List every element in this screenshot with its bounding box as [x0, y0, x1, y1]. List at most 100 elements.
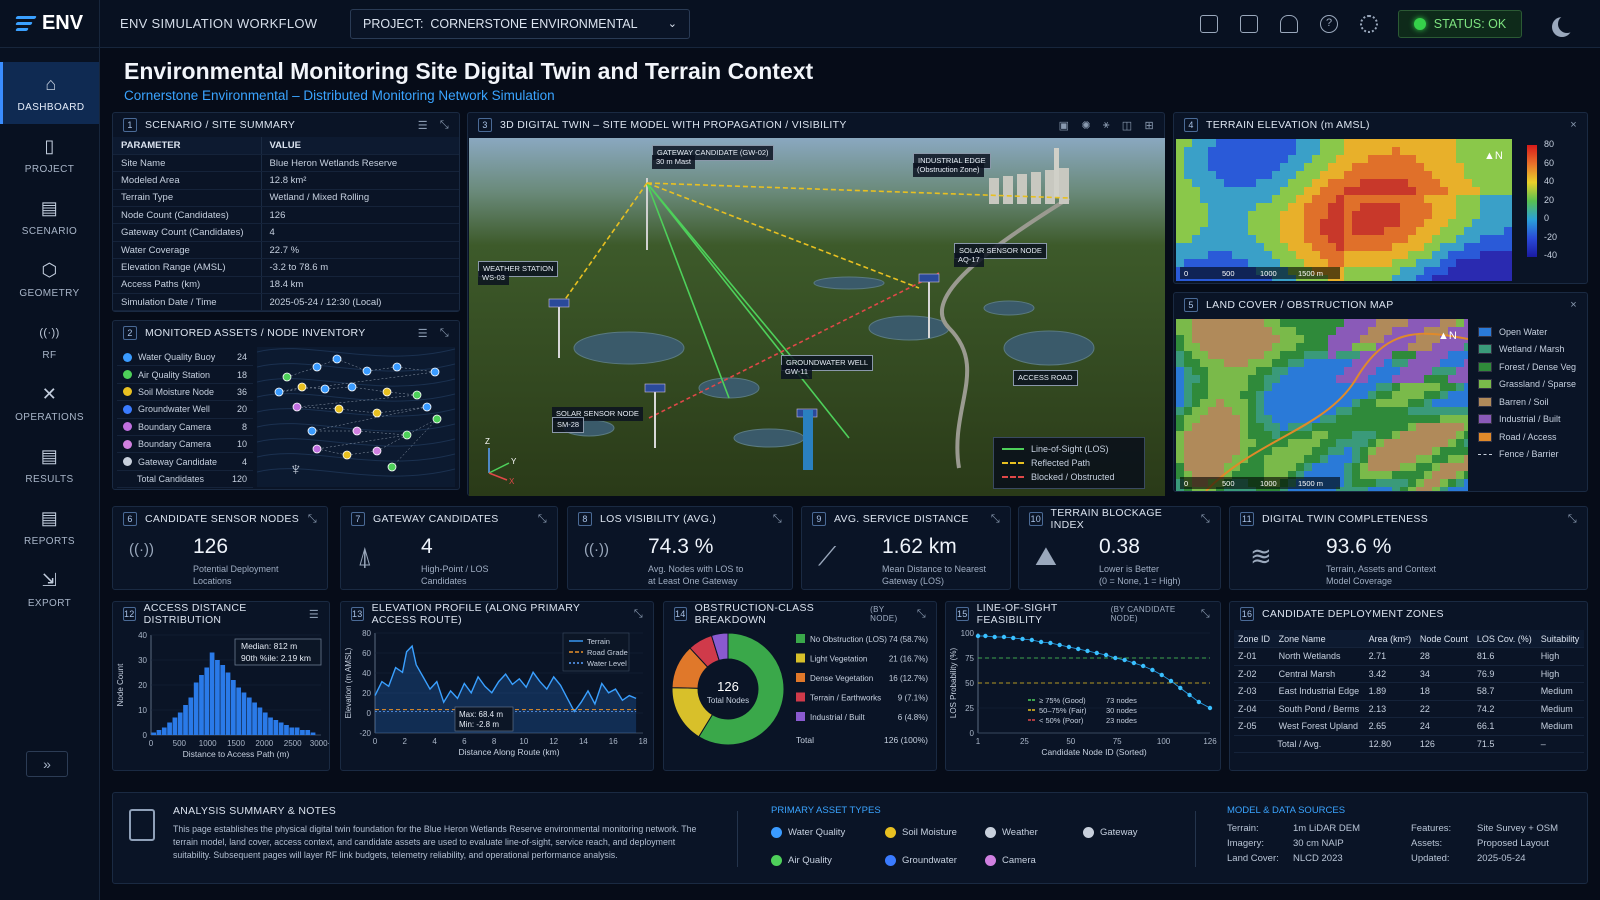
- los-point[interactable]: [1159, 672, 1164, 678]
- histogram-bar[interactable]: [183, 705, 188, 735]
- los-point[interactable]: [1048, 640, 1053, 646]
- sidebar-item-scenario[interactable]: ▤ SCENARIO: [0, 186, 99, 248]
- sidebar-item-operations[interactable]: ✕ OPERATIONS: [0, 372, 99, 434]
- folder-icon[interactable]: [1200, 14, 1218, 33]
- sidebar-item-export[interactable]: ⇲ EXPORT: [0, 558, 99, 620]
- list-icon[interactable]: ☰: [417, 327, 428, 340]
- los-point[interactable]: [1122, 657, 1127, 663]
- expand-icon[interactable]: ⤡: [916, 607, 926, 620]
- collapse-sidebar-button[interactable]: »: [26, 751, 68, 777]
- asset-map[interactable]: ♆: [257, 347, 455, 487]
- table-row[interactable]: Z-02 Central Marsh 3.42 34 76.9 High: [1234, 665, 1584, 683]
- donut-slice[interactable]: [698, 632, 785, 746]
- histogram-bar[interactable]: [199, 675, 204, 735]
- histogram-bar[interactable]: [230, 680, 236, 735]
- los-point[interactable]: [1131, 660, 1137, 666]
- land-cover-map[interactable]: ▲N0 500 1000 1500 m: [1176, 319, 1468, 491]
- bell-icon[interactable]: [1280, 14, 1298, 33]
- histogram-bar[interactable]: [172, 717, 178, 736]
- save-icon[interactable]: [1240, 14, 1258, 33]
- asset-marker[interactable]: [382, 387, 392, 397]
- histogram-bar[interactable]: [284, 725, 289, 735]
- asset-marker[interactable]: [352, 426, 362, 436]
- app-logo[interactable]: ENV: [0, 0, 100, 48]
- asset-marker[interactable]: [312, 362, 322, 372]
- los-point[interactable]: [1011, 635, 1016, 641]
- histogram-bar[interactable]: [289, 727, 295, 736]
- map-callout[interactable]: AQ-17: [954, 253, 984, 267]
- histogram-bar[interactable]: [220, 665, 226, 735]
- list-icon[interactable]: ☰: [417, 119, 428, 132]
- sidebar-item-dashboard[interactable]: ⌂ DASHBOARD: [0, 62, 99, 124]
- los-point[interactable]: [1076, 646, 1081, 652]
- expand-icon[interactable]: ⤡: [772, 512, 782, 525]
- los-point[interactable]: [975, 633, 981, 639]
- los-point[interactable]: [1178, 685, 1183, 691]
- histogram-bar[interactable]: [294, 727, 300, 736]
- list-item[interactable]: Groundwater Well 20: [117, 401, 253, 419]
- histogram-bar[interactable]: [161, 727, 167, 736]
- los-point[interactable]: [1168, 678, 1174, 684]
- expand-icon[interactable]: ⤡: [439, 118, 449, 131]
- expand-icon[interactable]: ⤡: [990, 512, 1000, 525]
- los-point[interactable]: [1001, 634, 1007, 640]
- asset-marker[interactable]: [432, 414, 442, 424]
- histogram-bar[interactable]: [273, 720, 279, 735]
- node-icon[interactable]: ⚹: [1102, 118, 1110, 131]
- expand-icon[interactable]: ⤡: [307, 512, 317, 525]
- expand-icon[interactable]: ⤡: [439, 326, 449, 339]
- histogram-bar[interactable]: [241, 692, 247, 736]
- asset-marker[interactable]: [412, 390, 422, 400]
- los-point[interactable]: [1113, 655, 1118, 661]
- histogram-bar[interactable]: [257, 707, 263, 736]
- histogram-bar[interactable]: [204, 667, 210, 736]
- los-point[interactable]: [1038, 639, 1044, 645]
- asset-marker[interactable]: [334, 404, 344, 414]
- list-item[interactable]: Air Quality Station 18: [117, 366, 253, 384]
- sidebar-item-project[interactable]: ▯ PROJECT: [0, 124, 99, 186]
- asset-marker[interactable]: [402, 430, 412, 440]
- split-view-icon[interactable]: ◫: [1121, 119, 1133, 132]
- table-row[interactable]: Z-04 South Pond / Berms 2.13 22 74.2 Medium: [1234, 700, 1584, 718]
- asset-marker[interactable]: [372, 446, 382, 456]
- expand-icon[interactable]: ⤡: [633, 607, 643, 620]
- expand-icon[interactable]: ⤡: [1200, 607, 1210, 620]
- los-point[interactable]: [983, 633, 988, 639]
- histogram-bar[interactable]: [305, 730, 311, 735]
- asset-marker[interactable]: [347, 382, 357, 392]
- list-item[interactable]: Soil Moisture Node 36: [117, 384, 253, 402]
- los-point[interactable]: [1103, 652, 1109, 658]
- access-distance-histogram[interactable]: 010203040050010001500200025003000+Distan…: [115, 627, 329, 769]
- asset-marker[interactable]: [372, 408, 382, 418]
- asset-marker[interactable]: [342, 450, 352, 460]
- table-row[interactable]: Z-01 North Wetlands 2.71 28 81.6 High: [1234, 647, 1584, 666]
- table-row[interactable]: Z-03 East Industrial Edge 1.89 18 58.7 Medium: [1234, 682, 1584, 701]
- map-callout[interactable]: ACCESS ROAD: [1013, 370, 1078, 386]
- los-point[interactable]: [1094, 650, 1099, 656]
- map-callout[interactable]: 30 m Mast: [652, 155, 696, 169]
- map-callout[interactable]: SM-28: [552, 417, 585, 433]
- asset-marker[interactable]: [312, 444, 322, 454]
- project-select[interactable]: PROJECT: CORNERSTONE ENVIRONMENTAL ⌄: [350, 8, 690, 39]
- map-callout[interactable]: WS-03: [478, 271, 509, 285]
- histogram-bar[interactable]: [252, 702, 257, 736]
- histogram-bar[interactable]: [310, 732, 316, 736]
- expand-icon[interactable]: ⤡: [537, 512, 547, 525]
- los-point[interactable]: [1029, 637, 1035, 643]
- los-point[interactable]: [1196, 699, 1202, 705]
- histogram-bar[interactable]: [193, 682, 199, 736]
- asset-marker[interactable]: [332, 354, 342, 364]
- los-point[interactable]: [1085, 648, 1090, 654]
- list-item[interactable]: Gateway Candidate 4: [117, 453, 253, 471]
- list-item[interactable]: Boundary Camera 10: [117, 436, 253, 454]
- asset-marker[interactable]: [430, 367, 440, 377]
- histogram-bar[interactable]: [262, 712, 268, 736]
- list-icon[interactable]: ☰: [308, 608, 319, 621]
- camera-icon[interactable]: ▣: [1058, 119, 1070, 132]
- sidebar-item-reports[interactable]: ▤ REPORTS: [0, 496, 99, 558]
- los-point[interactable]: [1187, 692, 1192, 698]
- asset-marker[interactable]: [274, 387, 284, 397]
